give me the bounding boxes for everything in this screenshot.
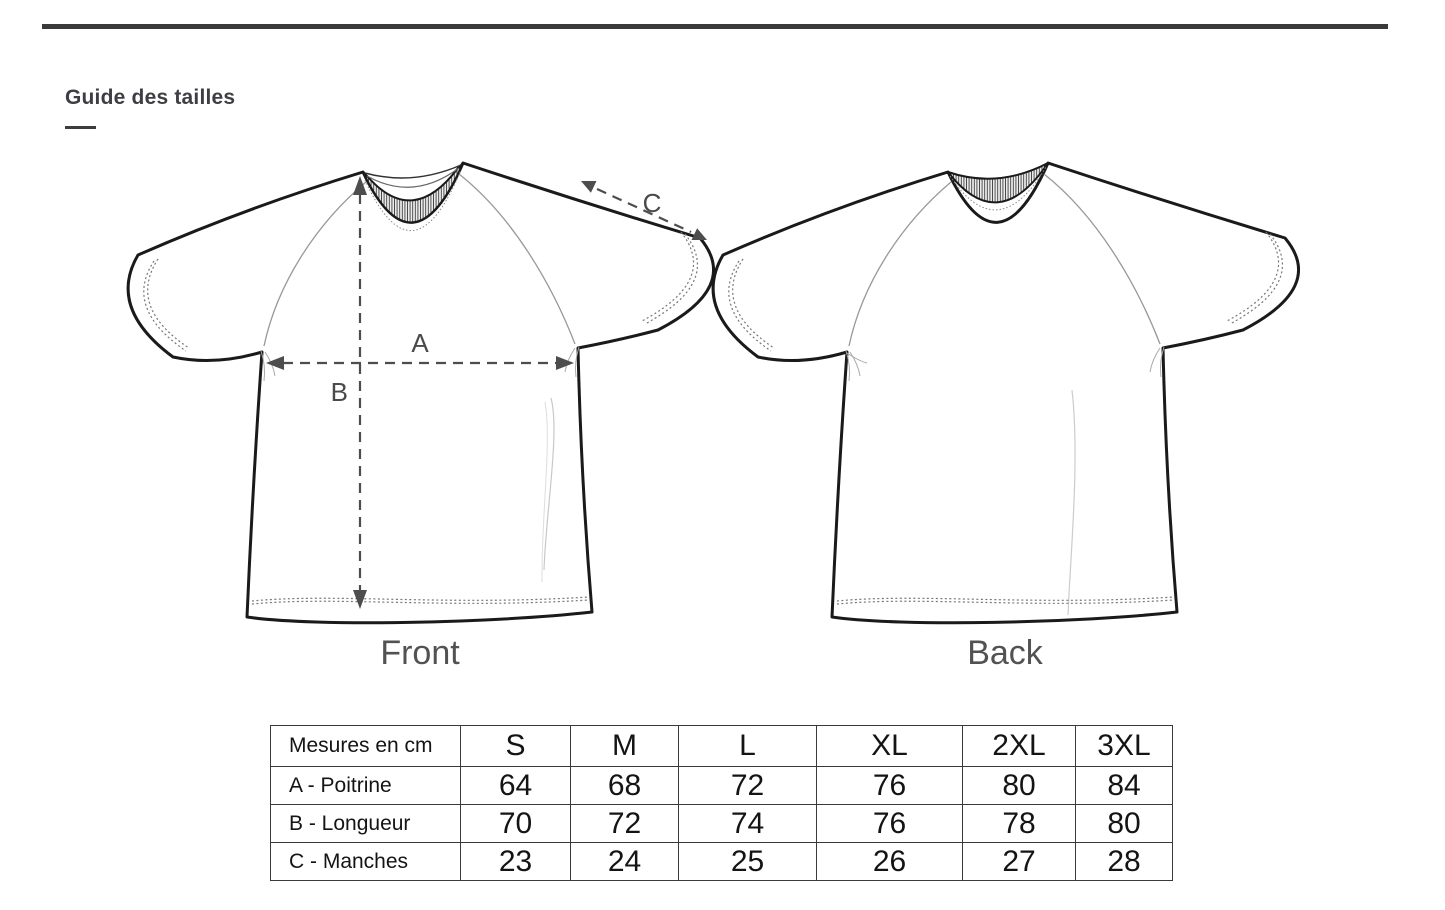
back-right-armhole-seam xyxy=(1043,173,1161,345)
measurement-label-cell: A - Poitrine xyxy=(270,766,461,805)
measurement-value-cell: 80 xyxy=(1075,804,1173,843)
measurement-value-cell: 25 xyxy=(678,842,817,881)
front-shirt-diagram: A B C xyxy=(126,161,715,625)
size-column-header: 3XL xyxy=(1075,725,1173,767)
front-right-armhole-seam xyxy=(458,173,576,345)
fabric-crease xyxy=(543,397,555,571)
back-caption: Back xyxy=(967,634,1043,672)
front-collar-rib xyxy=(362,162,464,224)
measure-label-c: C xyxy=(643,188,662,218)
measurement-value-cell: 68 xyxy=(570,766,679,805)
measurement-label-cell: C - Manches xyxy=(270,842,461,881)
measurement-value-cell: 72 xyxy=(678,766,817,805)
measurement-value-cell: 23 xyxy=(460,842,571,881)
size-table-row: C - Manches 23 24 25 26 27 28 xyxy=(270,842,1173,881)
sleeve-stitching xyxy=(143,231,699,352)
measurement-value-cell: 70 xyxy=(460,804,571,843)
size-column-header: L xyxy=(678,725,817,767)
back-shirt-diagram xyxy=(711,161,1300,625)
page-title: Guide des tailles xyxy=(65,86,236,109)
measure-line-c xyxy=(596,187,692,234)
back-neck-edge xyxy=(364,164,462,179)
measurement-value-cell: 80 xyxy=(962,766,1076,805)
collar-stitching xyxy=(949,166,1047,211)
hem-stitching xyxy=(251,596,590,605)
back-left-armhole-seam xyxy=(848,181,952,347)
measurement-value-cell: 64 xyxy=(460,766,571,805)
measurement-value-cell: 76 xyxy=(816,804,963,843)
hem-stitching xyxy=(836,596,1175,605)
measurement-label-cell: B - Longueur xyxy=(270,804,461,843)
measurement-value-cell: 72 xyxy=(570,804,679,843)
front-left-armhole-seam xyxy=(263,181,367,347)
measure-label-b: B xyxy=(331,377,348,407)
size-column-header: M xyxy=(570,725,679,767)
armpit-threads xyxy=(845,346,1165,382)
measurement-value-cell: 24 xyxy=(570,842,679,881)
size-table: Mesures en cm S M L XL 2XL 3XL A - Poitrine 64 6… xyxy=(270,725,1173,881)
size-table-row: B - Longueur 70 72 74 76 78 80 xyxy=(270,804,1173,843)
collar-stitching xyxy=(364,169,462,231)
front-shirt-body xyxy=(126,161,715,625)
measure-label-a: A xyxy=(411,328,429,358)
fabric-crease-2 xyxy=(541,401,548,583)
measurement-value-cell: 76 xyxy=(816,766,963,805)
back-shirt-body xyxy=(711,161,1300,625)
measurement-value-cell: 26 xyxy=(816,842,963,881)
back-collar-rib xyxy=(947,162,1049,204)
front-caption: Front xyxy=(380,634,460,672)
measurement-value-cell: 74 xyxy=(678,804,817,843)
measurement-value-cell: 78 xyxy=(962,804,1076,843)
measure-arrowheads xyxy=(266,176,707,609)
table-corner-cell: Mesures en cm xyxy=(270,725,461,767)
back-neck-seam xyxy=(366,167,460,188)
fabric-crease xyxy=(1067,389,1076,616)
title-underline xyxy=(65,126,96,129)
size-table-row: A - Poitrine 64 68 72 76 80 84 xyxy=(270,766,1173,805)
measurement-value-cell: 84 xyxy=(1075,766,1173,805)
top-divider-rule xyxy=(42,24,1388,29)
size-column-header: XL xyxy=(816,725,963,767)
measurement-value-cell: 28 xyxy=(1075,842,1173,881)
measurement-value-cell: 27 xyxy=(962,842,1076,881)
size-column-header: 2XL xyxy=(962,725,1076,767)
measurement-annotations: A B C xyxy=(266,176,707,609)
size-table-header-row: Mesures en cm S M L XL 2XL 3XL xyxy=(270,725,1173,767)
sleeve-stitching xyxy=(728,231,1284,352)
size-column-header: S xyxy=(460,725,571,767)
